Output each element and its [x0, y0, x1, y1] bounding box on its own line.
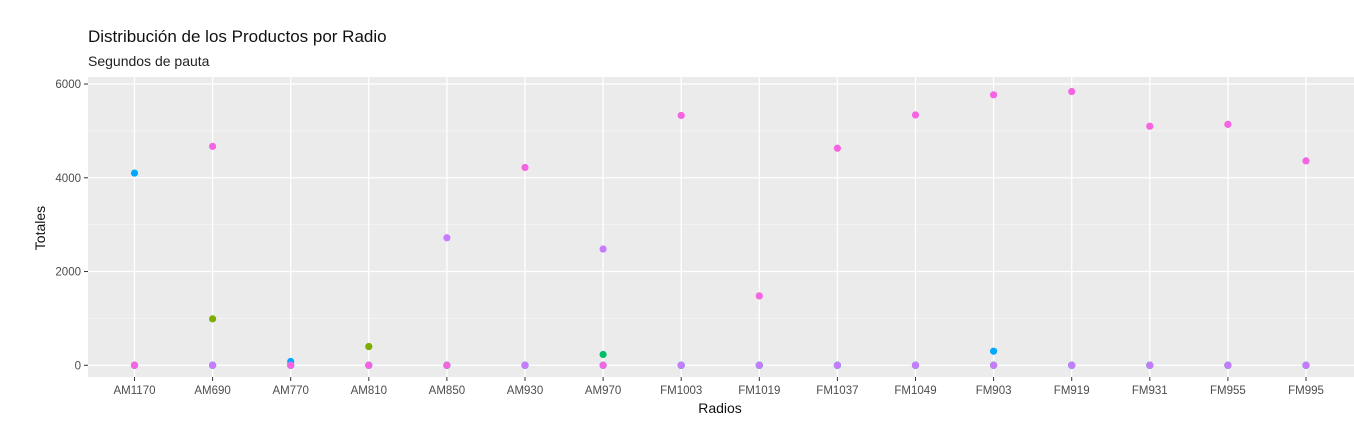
data-point	[521, 361, 529, 369]
data-point	[130, 361, 139, 369]
data-point	[365, 361, 373, 369]
data-point	[1224, 361, 1232, 369]
data-points	[130, 87, 1310, 369]
y-tick-label: 4000	[55, 173, 81, 185]
data-point	[209, 315, 217, 323]
x-tick-label: AM810	[351, 385, 387, 397]
data-point	[755, 292, 763, 300]
x-tick-label: FM995	[1288, 385, 1324, 397]
data-point	[287, 361, 295, 369]
data-point	[443, 361, 451, 369]
y-tick-label: 2000	[55, 267, 81, 279]
data-point	[130, 169, 139, 177]
x-tick-label: FM919	[1054, 385, 1090, 397]
x-tick-label: FM1049	[894, 385, 936, 397]
x-tick-label: FM955	[1210, 385, 1246, 397]
plot-panel	[88, 77, 1354, 377]
data-point	[990, 91, 998, 99]
chart-subtitle: Segundos de pauta	[88, 53, 210, 69]
data-point	[1146, 361, 1154, 369]
x-tick-label: AM970	[585, 385, 621, 397]
data-point	[1068, 361, 1076, 369]
x-axis-title: Radios	[698, 400, 742, 416]
data-point	[599, 361, 607, 369]
x-tick-label: FM903	[976, 385, 1012, 397]
data-point	[209, 142, 217, 150]
y-tick-label: 0	[75, 360, 81, 372]
minor-gridlines	[88, 130, 1354, 319]
x-tick-label: AM930	[507, 385, 543, 397]
data-point	[677, 361, 685, 369]
y-tick-label: 6000	[55, 79, 81, 91]
data-point	[833, 144, 842, 152]
x-tick-label: FM931	[1132, 385, 1168, 397]
data-point	[521, 163, 529, 172]
data-point	[1224, 120, 1232, 128]
y-axis: 0 2000 4000 6000	[55, 79, 88, 372]
x-tick-label: AM690	[194, 385, 230, 397]
x-tick-label: FM1019	[738, 385, 780, 397]
data-point	[443, 234, 451, 242]
data-point	[833, 361, 842, 369]
data-point	[365, 342, 373, 351]
data-point	[209, 361, 217, 369]
data-point	[599, 245, 607, 253]
data-point	[911, 111, 920, 119]
chart-title: Distribución de los Productos por Radio	[88, 27, 387, 46]
data-point	[990, 347, 998, 355]
data-point	[1146, 122, 1154, 130]
data-point	[1302, 361, 1310, 369]
data-point	[990, 361, 998, 369]
x-axis: AM1170 AM690 AM770 AM810 AM850 AM930 AM970 FM10…	[114, 377, 1324, 397]
x-tick-label: AM1170	[114, 385, 156, 397]
data-point	[755, 361, 763, 369]
x-tick-label: AM850	[429, 385, 465, 397]
data-point	[1302, 157, 1310, 165]
x-tick-label: FM1003	[660, 385, 702, 397]
data-point	[599, 350, 607, 359]
data-point	[677, 111, 685, 120]
x-tick-label: AM770	[272, 385, 308, 397]
x-tick-label: FM1037	[816, 385, 858, 397]
y-axis-title: Totales	[32, 206, 48, 250]
data-point	[1068, 87, 1076, 96]
data-point	[911, 361, 920, 369]
